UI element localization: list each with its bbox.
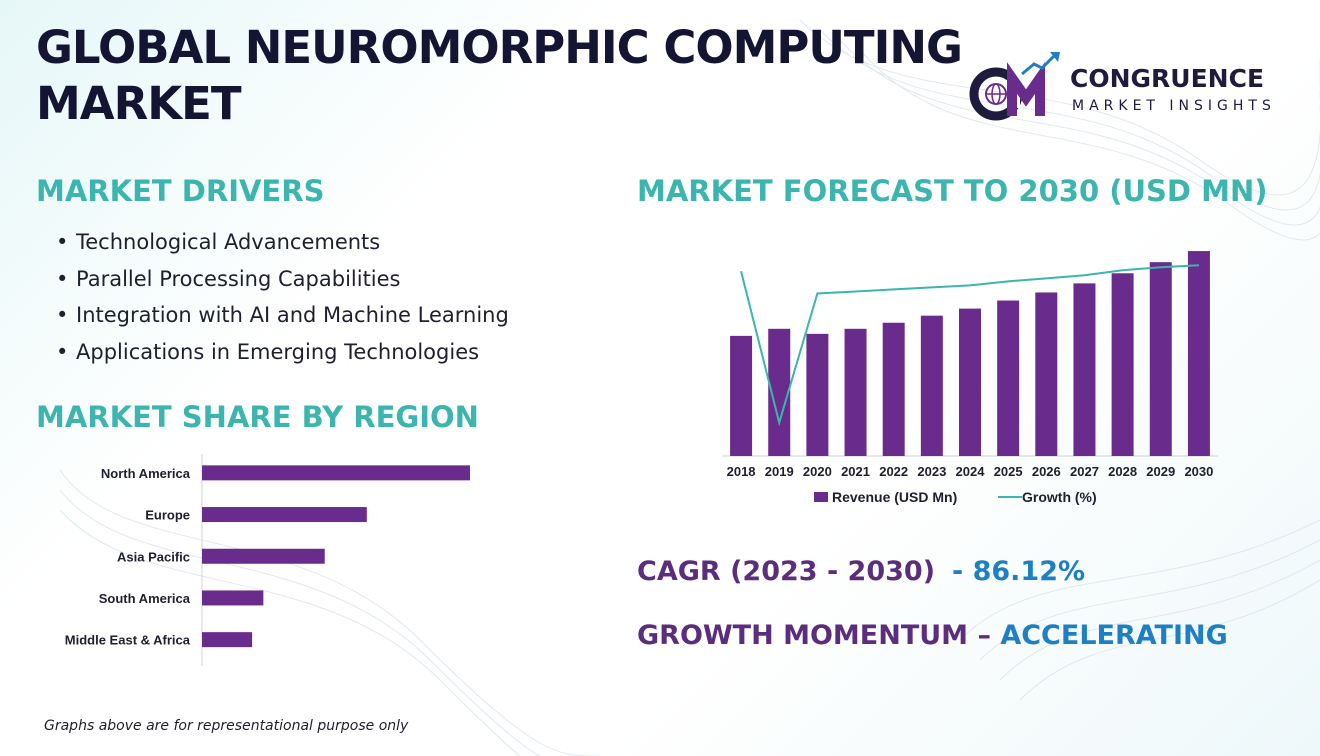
year-tick-label: 2025 xyxy=(994,464,1023,479)
forecast-heading: MARKET FORECAST TO 2030 (USD MN) xyxy=(637,174,1268,208)
revenue-bar xyxy=(1111,273,1134,456)
cagr-value: - 86.12% xyxy=(952,556,1086,587)
revenue-bar xyxy=(730,335,753,456)
year-tick-label: 2023 xyxy=(917,464,946,479)
tick-label: Middle East & Africa xyxy=(65,633,191,648)
drivers-heading: MARKET DRIVERS xyxy=(36,174,325,208)
revenue-bar xyxy=(920,315,943,456)
year-tick-label: 2024 xyxy=(956,464,986,479)
revenue-bar xyxy=(1187,251,1210,456)
region-heading: MARKET SHARE BY REGION xyxy=(36,400,479,434)
year-tick-label: 2026 xyxy=(1032,464,1061,479)
driver-label: Applications in Emerging Technologies xyxy=(76,339,480,364)
tick-label: Europe xyxy=(145,508,190,523)
page-title: GLOBAL NEUROMORPHIC COMPUTING MARKET xyxy=(36,21,963,130)
bar xyxy=(202,632,253,648)
region-bar-chart: North America Europe Asia Pacific South Ame… xyxy=(65,454,470,666)
growth-momentum: GROWTH MOMENTUM – ACCELERATING xyxy=(637,620,1228,651)
tick-label: North America xyxy=(101,466,191,481)
list-item: • Parallel Processing Capabilities xyxy=(56,266,401,291)
year-tick-label: 2020 xyxy=(803,464,832,479)
momentum-value: ACCELERATING xyxy=(1000,620,1228,651)
driver-label: Parallel Processing Capabilities xyxy=(76,266,401,291)
tick-label: Asia Pacific xyxy=(117,549,190,564)
legend-label-growth: Growth (%) xyxy=(1022,489,1097,505)
brand-name: CONGRUENCE xyxy=(1070,64,1265,93)
year-tick-label: 2030 xyxy=(1184,464,1213,479)
legend-swatch-revenue xyxy=(814,492,828,502)
bar xyxy=(202,548,325,564)
bar xyxy=(202,507,367,523)
revenue-bar xyxy=(1149,262,1172,456)
revenue-bar xyxy=(959,308,981,456)
year-tick-label: 2019 xyxy=(765,464,794,479)
list-item: • Applications in Emerging Technologies xyxy=(56,339,480,364)
cagr-label: CAGR (2023 - 2030) xyxy=(637,556,936,587)
year-tick-label: 2021 xyxy=(841,464,870,479)
drivers-list: • Technological Advancements • Parallel Pr… xyxy=(56,224,509,370)
revenue-bar xyxy=(1073,283,1096,456)
revenue-bar xyxy=(768,328,791,456)
revenue-bar xyxy=(997,300,1020,456)
year-tick-label: 2029 xyxy=(1146,464,1175,479)
driver-label: Technological Advancements xyxy=(76,230,381,254)
momentum-label: GROWTH MOMENTUM – xyxy=(637,620,1001,651)
year-tick-label: 2018 xyxy=(727,464,756,479)
year-tick-label: 2028 xyxy=(1108,464,1137,479)
brand-tagline: MARKET INSIGHTS xyxy=(1072,98,1276,114)
bar xyxy=(202,590,264,606)
brand-logo: CONGRUENCE MARKET INSIGHTS xyxy=(962,50,1292,130)
list-item: • Technological Advancements xyxy=(56,230,381,254)
year-tick-label: 2027 xyxy=(1070,464,1099,479)
revenue-bar xyxy=(882,322,905,456)
footnote: Graphs above are for representational pu… xyxy=(44,718,409,734)
legend-label-revenue: Revenue (USD Mn) xyxy=(832,489,957,505)
bar xyxy=(202,465,470,481)
revenue-bar xyxy=(844,328,867,456)
list-item: • Integration with AI and Machine Learnin… xyxy=(56,303,509,327)
logo-mark-icon xyxy=(969,52,1060,121)
revenue-bar xyxy=(1035,292,1058,456)
revenue-bar xyxy=(806,333,829,456)
year-tick-label: 2022 xyxy=(879,464,908,479)
tick-label: South America xyxy=(99,591,191,606)
driver-label: Integration with AI and Machine Learning xyxy=(76,303,509,327)
forecast-combo-chart: 2018 2019 2020 2021 2022 2023 2024 2025 2026 2027… xyxy=(722,251,1218,505)
